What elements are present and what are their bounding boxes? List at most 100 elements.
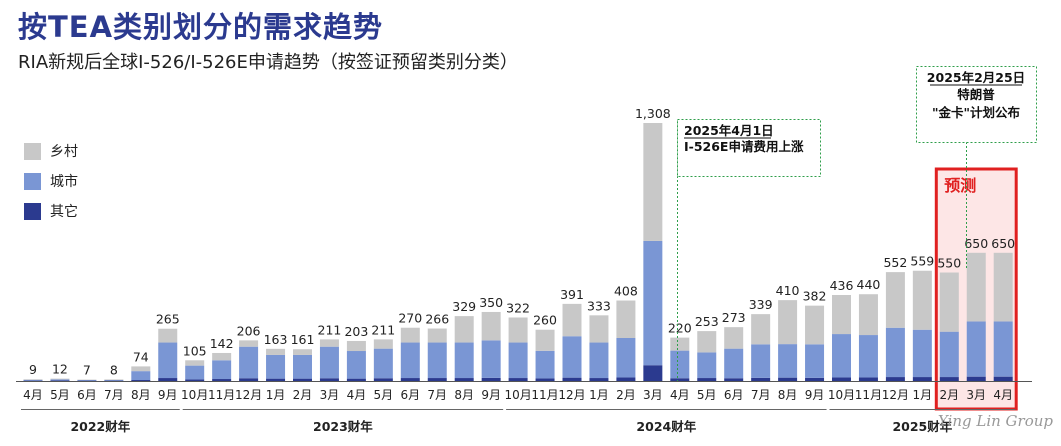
bar-value-label: 339 [749,297,773,312]
bar-segment [293,349,312,355]
bar-segment [427,342,447,379]
bar-value-label: 550 [937,256,961,271]
bar-value-label: 105 [183,343,207,358]
x-tick-label: 1月 [589,388,609,402]
bar-value-label: 203 [344,324,368,339]
bar-value-label: 260 [533,313,557,328]
bar-segment [643,365,663,381]
bar-segment [589,315,609,343]
bar-segment [589,378,609,381]
bar-value-label: 74 [133,349,149,364]
bar-segment [373,378,393,381]
bar-segment [616,338,636,378]
x-tick-label: 6月 [400,388,420,402]
legend-label-other: 其它 [50,204,78,220]
bar-segment [454,342,474,379]
bar-segment [939,331,959,378]
bar-segment [912,329,932,378]
bar-value-label: 436 [830,278,854,293]
bar-segment [346,340,366,352]
bar-segment [885,377,905,381]
bar-segment [185,360,205,366]
bar-segment [50,379,70,381]
watermark: Ying Lin Group [937,412,1053,430]
x-tick-label: 9月 [158,388,178,402]
bar-segment [778,300,798,345]
bar-value-label: 350 [479,295,503,310]
bar-segment [966,376,986,381]
bar-segment [778,377,798,381]
bar-segment [832,334,851,378]
bar-segment [239,346,259,379]
bar-segment [805,377,825,381]
bar-segment [346,351,366,379]
bar-segment [400,378,420,381]
bar-segment [23,379,43,381]
bar-segment [293,378,312,381]
fiscal-year-label: 2023财年 [313,419,373,434]
bar-value-label: 163 [264,332,288,347]
bar-segment [562,336,582,378]
bar-segment [778,344,798,378]
x-tick-label: 11月 [531,388,558,402]
legend-item-urban: 城市 [24,166,78,196]
bar-value-label: 650 [964,236,988,251]
x-tick-label: 11月 [855,388,882,402]
x-tick-label: 5月 [374,388,394,402]
x-tick-label: 10月 [181,388,208,402]
bar-segment [508,317,528,343]
bar-value-label: 391 [560,287,584,302]
bar-value-label: 382 [803,289,827,304]
bar-segment [266,348,286,355]
bar-segment [454,378,474,381]
x-tick-label: 3月 [320,388,340,402]
bar-value-label: 211 [371,322,395,337]
bar-segment [23,379,43,380]
bar-value-label: 8 [110,362,118,377]
bar-segment [239,378,259,381]
annotation-text: "金卡"计划公布 [932,105,1021,120]
bar-segment [966,321,986,377]
x-tick-label: 5月 [697,388,717,402]
legend-label-rural: 乡村 [50,144,78,160]
bar-segment [751,314,771,345]
x-tick-label: 1月 [266,388,286,402]
bar-segment [400,327,420,343]
bar-segment [616,300,636,338]
x-tick-label: 1月 [913,388,933,402]
bar-value-label: 206 [237,323,261,338]
bar-segment [805,344,825,378]
bar-segment [858,377,878,381]
bar-segment [858,335,878,378]
bar-segment [481,311,501,341]
x-tick-label: 6月 [724,388,744,402]
bar-segment [993,252,1013,322]
bar-segment [158,328,178,343]
legend-swatch-rural [24,142,41,160]
fiscal-year-label: 2022财年 [70,419,130,434]
bar-segment [239,340,259,347]
bar-value-label: 7 [83,363,91,378]
bar-segment [454,316,474,343]
bar-value-label: 273 [722,310,746,325]
x-tick-label: 10月 [828,388,855,402]
bar-segment [427,378,447,381]
bar-segment [670,378,690,381]
bar-segment [805,305,825,345]
bar-value-label: 220 [668,321,692,336]
bar-segment [697,378,717,381]
bar-segment [535,350,555,379]
legend: 乡村 城市 其它 [24,136,78,226]
x-tick-label: 8月 [454,388,474,402]
bar-segment [670,337,690,351]
bar-segment [266,354,286,379]
bar-segment [481,340,501,378]
bar-segment [993,376,1013,381]
bar-segment [966,252,986,322]
bar-segment [993,321,1013,377]
bar-value-label: 211 [318,322,342,337]
bar-segment [319,378,339,381]
x-tick-label: 12月 [558,388,585,402]
x-tick-label: 11月 [208,388,235,402]
